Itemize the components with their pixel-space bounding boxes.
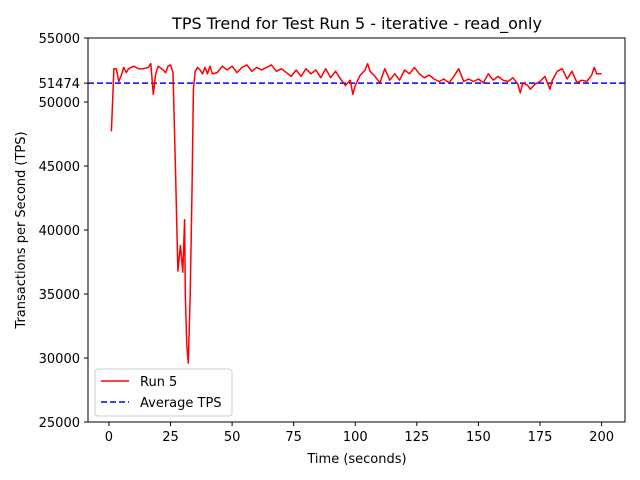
plot-area [88,62,625,364]
y-tick-label: 45000 [39,160,80,175]
y-axis-label: Transactions per Second (TPS) [14,131,29,329]
x-tick-label: 0 [105,430,113,445]
x-axis-label: Time (seconds) [306,452,406,467]
legend: Run 5 Average TPS [94,368,233,417]
y-tick-label: 30000 [39,352,80,367]
x-axis: 0 25 50 75 100 125 150 175 200 [105,422,614,445]
x-tick-label: 100 [343,430,368,445]
y-tick-label: 35000 [39,288,80,303]
legend-box [94,368,233,417]
x-tick-label: 150 [466,430,491,445]
y-tick-label: 51474 [39,77,80,92]
x-tick-label: 75 [285,430,302,445]
x-tick-label: 25 [162,430,179,445]
legend-label-run-5: Run 5 [140,375,177,390]
y-tick-label: 25000 [39,416,80,431]
x-tick-label: 125 [404,430,429,445]
x-tick-label: 200 [589,430,614,445]
y-tick-label: 50000 [39,96,80,111]
y-axis: 25000 30000 35000 40000 45000 50000 51474 55000 [39,32,88,431]
run-5-line [110,62,602,364]
legend-label-average-tps: Average TPS [140,396,222,411]
y-tick-label: 55000 [39,32,80,47]
x-tick-label: 50 [224,430,241,445]
x-tick-label: 175 [528,430,553,445]
chart-title: TPS Trend for Test Run 5 - iterative - r… [171,14,542,34]
y-tick-label: 40000 [39,224,80,239]
